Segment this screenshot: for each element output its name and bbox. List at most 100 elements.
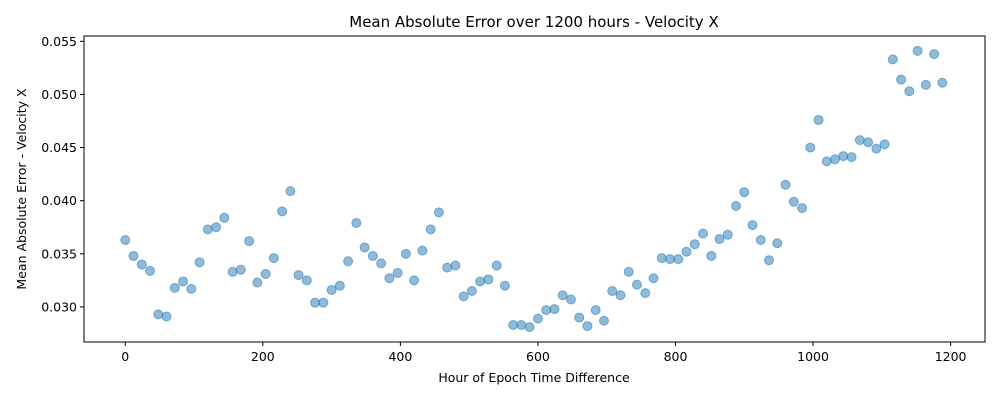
x-tick-label: 1000	[797, 349, 829, 364]
y-tick-label: 0.050	[41, 87, 77, 102]
data-point	[541, 305, 552, 316]
data-point	[656, 253, 667, 264]
data-point	[450, 260, 461, 271]
data-point	[524, 322, 535, 333]
data-point	[896, 74, 907, 85]
data-point	[805, 142, 816, 153]
data-point	[343, 256, 354, 267]
data-point	[491, 260, 502, 271]
y-axis-label: Mean Absolute Error - Velocity X	[14, 88, 29, 290]
data-point	[739, 187, 750, 198]
data-point	[648, 273, 659, 284]
data-point	[227, 266, 238, 277]
data-point	[698, 228, 709, 239]
data-point	[194, 257, 205, 268]
data-point	[731, 201, 742, 211]
x-axis-label: Hour of Epoch Time Difference	[438, 370, 630, 385]
data-point	[879, 139, 890, 150]
data-point	[384, 273, 395, 284]
data-point	[120, 235, 131, 245]
y-tick-label: 0.035	[41, 246, 77, 261]
x-tick-label: 400	[388, 349, 412, 364]
data-point	[211, 222, 222, 233]
data-point	[681, 246, 692, 257]
y-tick-label: 0.045	[41, 140, 77, 155]
data-point	[640, 288, 651, 299]
data-point	[433, 207, 444, 218]
data-point	[722, 229, 733, 240]
x-tick-label: 600	[526, 349, 550, 364]
x-tick-label: 800	[664, 349, 688, 364]
data-point	[252, 277, 263, 288]
data-point	[244, 236, 255, 247]
data-point	[565, 294, 576, 305]
data-point	[689, 239, 700, 250]
data-point	[532, 313, 543, 324]
plot-frame	[83, 35, 986, 343]
data-point	[178, 276, 189, 287]
data-point	[392, 267, 403, 278]
data-point	[310, 297, 321, 308]
data-point	[235, 264, 246, 275]
data-point	[186, 283, 197, 294]
data-point	[871, 143, 882, 154]
chart-title: Mean Absolute Error over 1200 hours - Ve…	[349, 13, 718, 31]
data-point	[334, 280, 345, 291]
x-tick-label: 1200	[935, 349, 967, 364]
data-point	[821, 156, 832, 167]
data-point	[417, 245, 428, 256]
data-point	[623, 266, 634, 277]
data-point	[442, 262, 453, 273]
data-point	[788, 196, 799, 207]
data-point	[376, 258, 387, 269]
data-point	[920, 79, 931, 90]
data-point	[607, 286, 618, 296]
data-point	[301, 275, 312, 286]
data-point	[574, 312, 585, 323]
data-point	[285, 186, 296, 197]
data-point	[714, 233, 725, 244]
data-point	[929, 49, 940, 60]
data-point	[169, 282, 180, 293]
data-point	[475, 276, 486, 287]
data-point	[631, 279, 642, 290]
data-point	[598, 315, 609, 326]
data-point	[838, 151, 849, 162]
data-point	[590, 305, 601, 316]
data-point	[458, 291, 469, 302]
data-point	[277, 206, 288, 217]
data-point	[326, 284, 337, 295]
data-point	[483, 274, 494, 285]
data-point	[904, 86, 915, 97]
data-point	[161, 311, 172, 322]
data-point	[813, 114, 824, 125]
data-point	[136, 259, 147, 270]
data-point	[153, 309, 164, 320]
data-point	[755, 235, 766, 245]
data-point	[780, 179, 791, 190]
data-point	[797, 203, 808, 214]
data-point	[863, 137, 874, 148]
data-point	[359, 242, 370, 253]
y-tick-label: 0.030	[41, 299, 77, 314]
data-point	[400, 248, 411, 259]
data-point	[318, 297, 329, 308]
data-point	[830, 154, 841, 165]
data-point	[937, 77, 948, 88]
data-point	[854, 135, 865, 146]
data-point	[145, 265, 156, 276]
data-point	[293, 270, 304, 281]
data-point	[219, 212, 230, 223]
data-point	[508, 320, 519, 330]
data-point	[499, 280, 510, 291]
data-point	[912, 45, 923, 56]
data-point	[425, 224, 436, 235]
data-point	[516, 320, 527, 330]
data-point	[846, 152, 857, 163]
x-tick-label: 200	[251, 349, 275, 364]
data-point	[466, 286, 477, 296]
data-point	[128, 250, 139, 261]
data-point	[673, 254, 684, 265]
data-point	[268, 253, 279, 264]
